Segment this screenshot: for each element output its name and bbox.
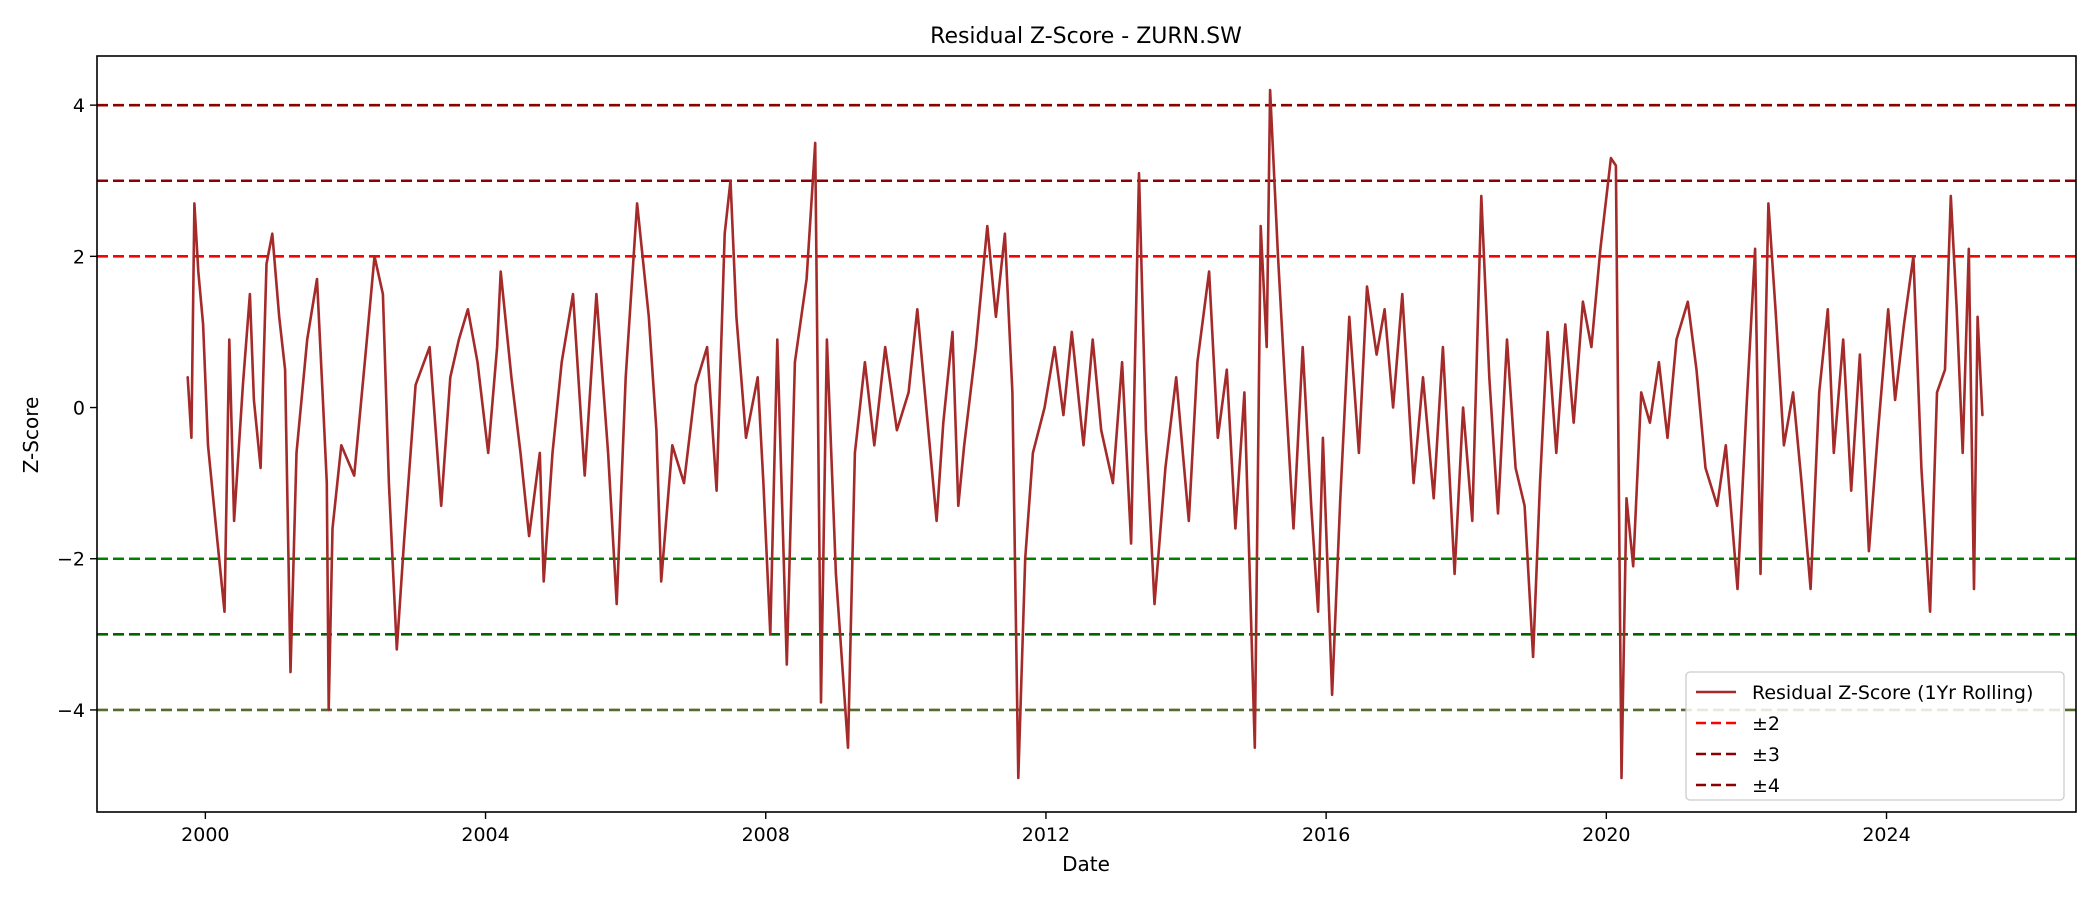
series-line-0 — [186, 88, 1984, 780]
legend-label-3: ±4 — [1752, 775, 1780, 797]
y-tick-label-2: 0 — [73, 398, 85, 420]
x-tick-label-5: 2020 — [1582, 824, 1630, 846]
reference-lines — [97, 103, 2076, 712]
y-tick-label-1: 2 — [73, 246, 85, 268]
x-tick-label-4: 2016 — [1302, 824, 1350, 846]
legend-label-1: ±2 — [1752, 713, 1780, 735]
x-tick-label-6: 2024 — [1862, 824, 1910, 846]
y-axis-label: Z-Score — [19, 397, 43, 474]
legend-label-2: ±3 — [1752, 744, 1780, 766]
axes-layer: 2000 2004 2008 2012 2016 2020 2024 4 2 0 −2 −4 — [57, 55, 2077, 846]
y-tick-label-0: 4 — [73, 95, 85, 117]
x-tick-label-0: 2000 — [181, 824, 229, 846]
x-axis-label: Date — [1062, 852, 1110, 876]
legend-box — [1685, 671, 2065, 801]
x-tick-label-2: 2008 — [742, 824, 790, 846]
legend: Residual Z-Score (1Yr Rolling) ±2 ±3 ±4 — [1685, 671, 2065, 801]
x-tick-label-3: 2012 — [1022, 824, 1070, 846]
chart-title: Residual Z-Score - ZURN.SW — [930, 24, 1242, 49]
legend-label-0: Residual Z-Score (1Yr Rolling) — [1752, 682, 2033, 704]
x-tick-label-1: 2004 — [461, 824, 509, 846]
series-layer — [186, 88, 1984, 780]
y-tick-label-4: −4 — [57, 700, 85, 722]
y-tick-label-3: −2 — [57, 549, 85, 571]
plot-frame — [96, 55, 2077, 813]
